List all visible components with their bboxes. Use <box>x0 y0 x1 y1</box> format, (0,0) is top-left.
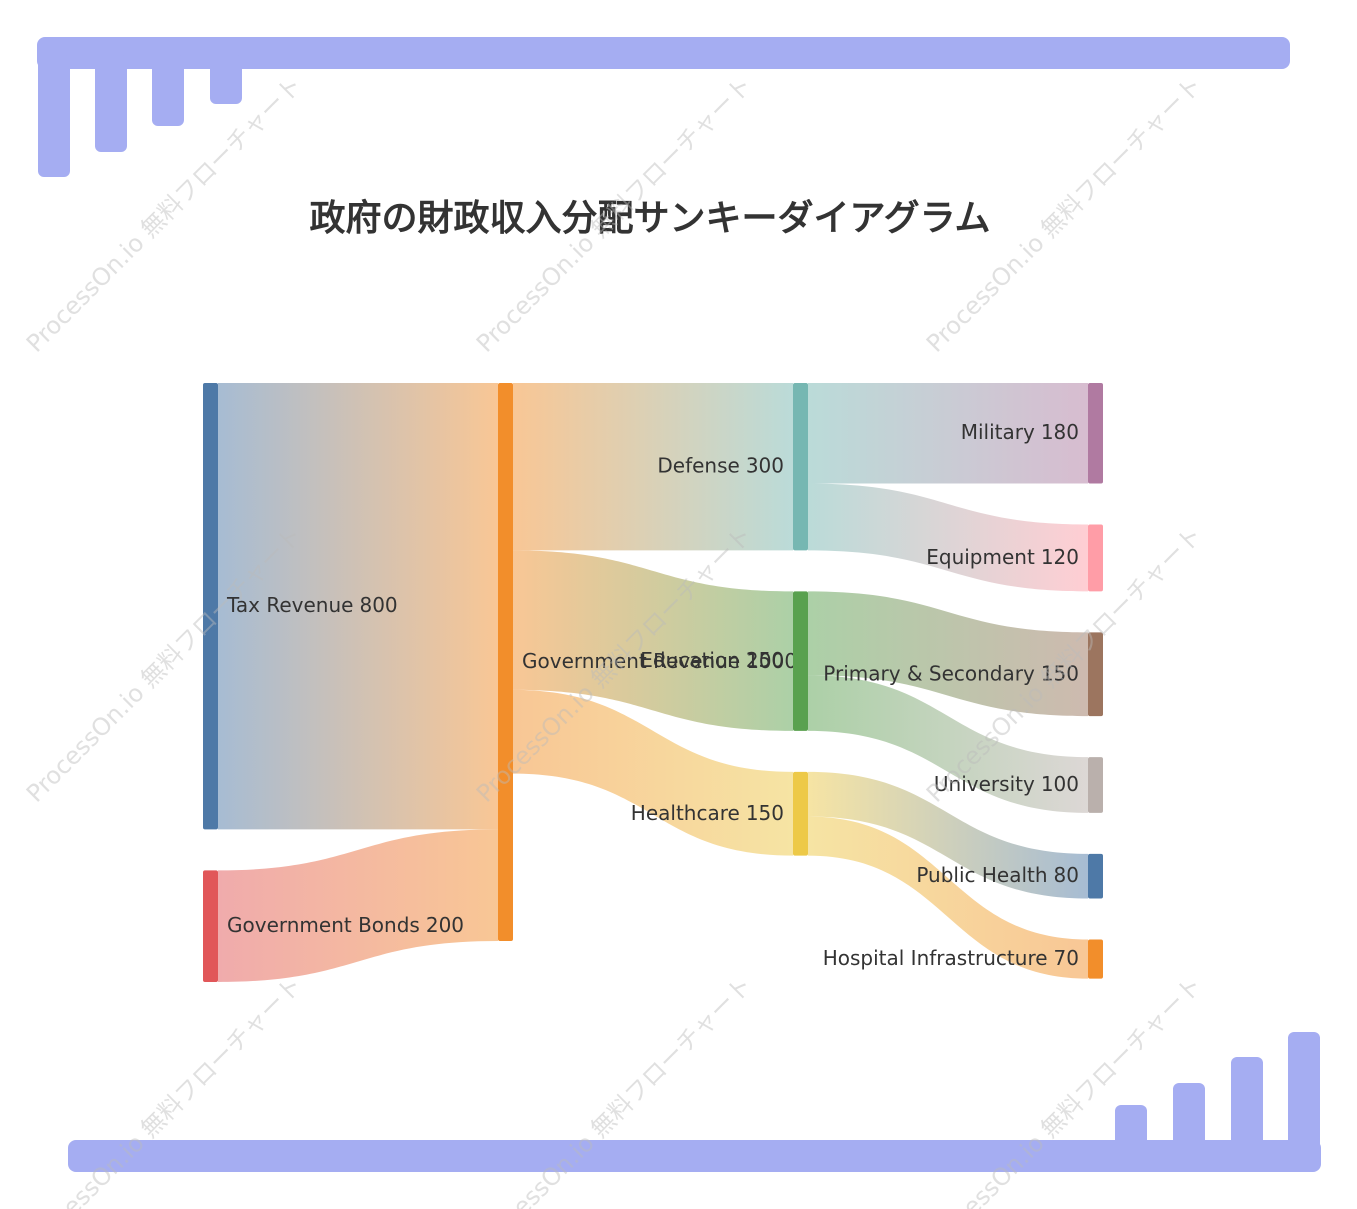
node-label: Equipment 120 <box>926 544 1079 568</box>
node <box>793 771 808 856</box>
node-value: 300 <box>746 453 784 477</box>
node-label: Tax Revenue 800 <box>226 593 398 617</box>
node-value: 150 <box>746 800 784 824</box>
node-name: University <box>934 772 1035 796</box>
link <box>808 591 1088 717</box>
node-label: Primary & Secondary 150 <box>823 661 1079 685</box>
link <box>808 675 1088 813</box>
link <box>513 550 793 731</box>
node-label: Defense 300 <box>657 453 784 477</box>
node-value: 200 <box>426 913 464 937</box>
node <box>203 383 218 830</box>
decoration <box>37 37 1321 1172</box>
link <box>808 483 1088 592</box>
node <box>1088 383 1103 484</box>
node-label: Healthcare 150 <box>631 800 784 824</box>
node-value: 70 <box>1054 946 1079 970</box>
link <box>808 771 1088 899</box>
node <box>1088 853 1103 899</box>
node-label: Government Bonds 200 <box>227 913 464 937</box>
node-name: Government Revenue <box>522 649 740 673</box>
node-label: Military 180 <box>961 420 1079 444</box>
node <box>793 591 808 731</box>
node-label: Education 250 <box>640 648 784 672</box>
node <box>1088 524 1103 592</box>
watermark: ProcessOn.io 無料フローチャート <box>921 971 1208 1209</box>
node-name: Healthcare <box>631 800 740 824</box>
link <box>808 383 1088 484</box>
node-value: 150 <box>1041 661 1079 685</box>
node-value: 120 <box>1041 544 1079 568</box>
node-name: Tax Revenue <box>226 593 353 617</box>
watermark: ProcessOn.io 無料フローチャート <box>21 971 308 1209</box>
node <box>1088 939 1103 979</box>
node-label: University 100 <box>934 772 1079 796</box>
link <box>808 816 1088 979</box>
node-name: Government Bonds <box>227 913 420 937</box>
node <box>1088 632 1103 717</box>
chart-title: 政府の財政収入分配サンキーダイアグラム <box>309 197 990 239</box>
node-name: Education <box>640 648 740 672</box>
link <box>218 383 498 830</box>
node-name: Hospital Infrastructure <box>823 946 1048 970</box>
node-label: Government Revenue 1000 <box>522 649 797 673</box>
node <box>1088 757 1103 813</box>
node-label: Public Health 80 <box>916 863 1079 887</box>
link <box>513 689 793 856</box>
node-name: Equipment <box>926 544 1035 568</box>
node <box>203 870 218 982</box>
node-value: 800 <box>359 593 397 617</box>
watermark: ProcessOn.io 無料フローチャート <box>471 971 758 1209</box>
node-name: Public Health <box>916 863 1047 887</box>
node <box>793 383 808 551</box>
node-value: 100 <box>1041 772 1079 796</box>
node-value: 1000 <box>746 649 797 673</box>
link <box>513 383 793 551</box>
node-name: Primary & Secondary <box>823 661 1035 685</box>
node-value: 250 <box>746 648 784 672</box>
link <box>218 829 498 982</box>
node-name: Defense <box>657 453 739 477</box>
node-label: Hospital Infrastructure 70 <box>823 946 1079 970</box>
node-value: 180 <box>1041 420 1079 444</box>
node-value: 80 <box>1054 863 1079 887</box>
node <box>498 383 513 941</box>
node-name: Military <box>961 420 1035 444</box>
